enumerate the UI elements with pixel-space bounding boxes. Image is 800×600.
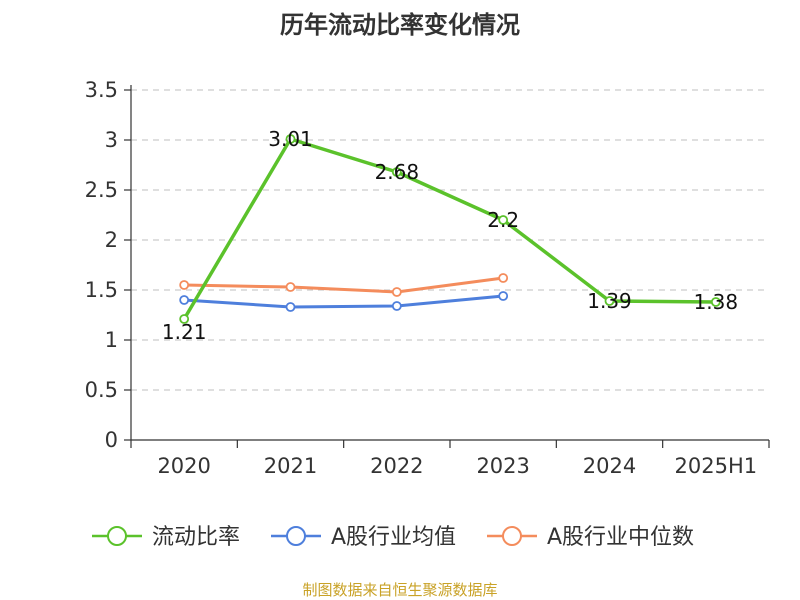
data-label: 1.21 — [162, 320, 207, 344]
data-point — [498, 215, 509, 225]
data-point — [498, 291, 509, 301]
data-label: 3.01 — [268, 127, 313, 151]
legend-label: A股行业中位数 — [547, 525, 694, 550]
data-label: 1.38 — [694, 290, 739, 314]
y-tick-label: 1 — [105, 328, 118, 352]
axes: 0 0.5 1 1.5 2 2.5 3 3.5 2020 2021 2022 2023 2024 2025… — [85, 78, 770, 478]
data-point — [391, 301, 402, 311]
x-tick-label: 2024 — [583, 454, 636, 478]
x-tick-label: 2022 — [370, 454, 423, 478]
data-point — [498, 273, 509, 283]
x-tick-label: 2025H1 — [675, 454, 758, 478]
data-point — [604, 296, 615, 306]
data-point — [285, 282, 296, 292]
series-lines — [179, 134, 721, 324]
legend-marker-icon — [286, 526, 306, 546]
y-tick-label: 2.5 — [85, 178, 118, 202]
y-tick-label: 3 — [105, 128, 118, 152]
y-tick-label: 0.5 — [85, 378, 118, 402]
series-line — [184, 294, 504, 309]
data-point — [710, 297, 721, 307]
legend-item[interactable]: A股行业均值 — [271, 525, 456, 550]
y-tick-label: 0 — [105, 428, 118, 452]
data-point — [285, 302, 296, 312]
data-point — [179, 314, 190, 324]
grid-lines — [131, 89, 769, 391]
legend-label: A股行业均值 — [331, 525, 456, 550]
y-tick-label: 2 — [105, 228, 118, 252]
y-tick-label: 3.5 — [85, 78, 118, 102]
legend[interactable]: 流动比率 A股行业均值 A股行业中位数 — [92, 525, 694, 550]
data-point — [179, 295, 190, 305]
y-tick-label: 1.5 — [85, 278, 118, 302]
data-point — [391, 167, 402, 177]
data-point — [179, 280, 190, 290]
data-point — [285, 134, 296, 144]
data-labels: 1.21 3.01 2.68 2.2 1.39 1.38 — [162, 127, 738, 344]
x-tick-label: 2021 — [264, 454, 317, 478]
series-line — [182, 137, 716, 320]
legend-marker-icon — [502, 526, 522, 546]
data-label: 1.39 — [587, 289, 632, 313]
series-line — [184, 276, 504, 294]
data-label: 2.68 — [375, 160, 420, 184]
data-label: 2.2 — [487, 208, 519, 232]
legend-marker-icon — [107, 526, 127, 546]
x-tick-label: 2023 — [476, 454, 529, 478]
legend-item[interactable]: 流动比率 — [92, 525, 240, 550]
chart-title: 历年流动比率变化情况 — [280, 11, 520, 39]
data-point — [391, 287, 402, 297]
source-note: 制图数据来自恒生聚源数据库 — [302, 581, 497, 599]
legend-label: 流动比率 — [152, 525, 240, 550]
x-tick-label: 2020 — [157, 454, 210, 478]
legend-item[interactable]: A股行业中位数 — [487, 525, 694, 550]
